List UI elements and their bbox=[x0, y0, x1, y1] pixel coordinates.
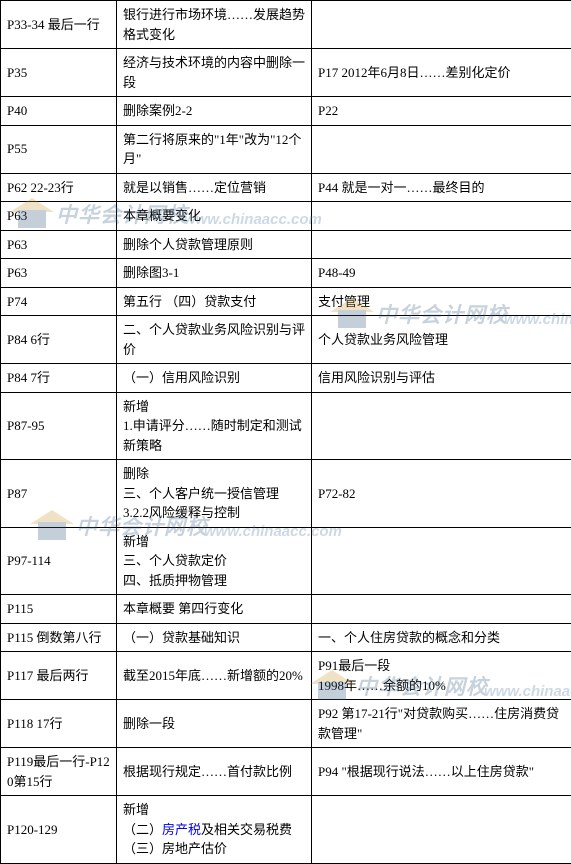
cell-change-desc: 银行进行市场环境……发展趋势 格式变化 bbox=[117, 1, 312, 49]
table-row: P119最后一行-P120第15行根据现行规定……首付款比例P94 "根据现行说… bbox=[1, 748, 571, 796]
cell-page-ref: P55 bbox=[1, 125, 117, 173]
cell-page-ref: P33-34 最后一行 bbox=[1, 1, 117, 49]
table-row: P40删除案例2-2P22 bbox=[1, 97, 571, 126]
cell-reference bbox=[312, 202, 571, 231]
table-row: P97-114新增三、个人贷款定价四、抵质押物管理 bbox=[1, 527, 571, 595]
property-tax-link[interactable]: 房产税 bbox=[162, 822, 201, 837]
table-row: P84 6行二、个人贷款业务风险识别与评价个人贷款业务风险管理 bbox=[1, 316, 571, 364]
cell-change-desc: 删除一段 bbox=[117, 700, 312, 748]
cell-reference: 支付管理 bbox=[312, 287, 571, 316]
cell-page-ref: P63 bbox=[1, 259, 117, 288]
table-row: P63删除个人贷款管理原则 bbox=[1, 230, 571, 259]
cell-reference: P44 就是一对一……最终目的 bbox=[312, 173, 571, 202]
cell-page-ref: P40 bbox=[1, 97, 117, 126]
cell-reference: P91最后一段1998年……余额的10% bbox=[312, 652, 571, 700]
content-table: P33-34 最后一行银行进行市场环境……发展趋势 格式变化P35经济与技术环境… bbox=[0, 0, 571, 864]
cell-page-ref: P119最后一行-P120第15行 bbox=[1, 748, 117, 796]
cell-change-desc: 删除三、个人客户统一授信管理3.2.2风险缓释与控制 bbox=[117, 460, 312, 528]
cell-reference: P92 第17-21行"对贷款购买……住房消费贷款管理" bbox=[312, 700, 571, 748]
cell-page-ref: P115 倒数第八行 bbox=[1, 623, 117, 652]
cell-reference: P22 bbox=[312, 97, 571, 126]
cell-reference bbox=[312, 796, 571, 864]
cell-page-ref: P87 bbox=[1, 460, 117, 528]
cell-page-ref: P84 6行 bbox=[1, 316, 117, 364]
table-row: P84 7行（一）信用风险识别信用风险识别与评估 bbox=[1, 364, 571, 393]
cell-change-desc: 新增1.申请评分……随时制定和测试新策略 bbox=[117, 392, 312, 460]
cell-reference bbox=[312, 1, 571, 49]
cell-change-desc: 新增三、个人贷款定价四、抵质押物管理 bbox=[117, 527, 312, 595]
table-row: P33-34 最后一行银行进行市场环境……发展趋势 格式变化 bbox=[1, 1, 571, 49]
table-row: P62 22-23行就是以销售……定位营销P44 就是一对一……最终目的 bbox=[1, 173, 571, 202]
cell-change-desc: 本章概要变化 bbox=[117, 202, 312, 231]
cell-page-ref: P63 bbox=[1, 202, 117, 231]
table-row: P74第五行 （四）贷款支付支付管理 bbox=[1, 287, 571, 316]
cell-page-ref: P118 17行 bbox=[1, 700, 117, 748]
cell-change-desc: 截至2015年底……新增额的20% bbox=[117, 652, 312, 700]
cell-change-desc: 就是以销售……定位营销 bbox=[117, 173, 312, 202]
cell-reference: P48-49 bbox=[312, 259, 571, 288]
cell-change-desc: 二、个人贷款业务风险识别与评价 bbox=[117, 316, 312, 364]
table-row: P63本章概要变化 bbox=[1, 202, 571, 231]
cell-page-ref: P117 最后两行 bbox=[1, 652, 117, 700]
cell-change-desc: 本章概要 第四行变化 bbox=[117, 595, 312, 624]
cell-reference: P17 2012年6月8日……差别化定价 bbox=[312, 49, 571, 97]
cell-change-desc: 删除案例2-2 bbox=[117, 97, 312, 126]
cell-reference bbox=[312, 595, 571, 624]
cell-page-ref: P120-129 bbox=[1, 796, 117, 864]
cell-change-desc: （一）信用风险识别 bbox=[117, 364, 312, 393]
cell-reference: P94 "根据现行说法……以上住房贷款" bbox=[312, 748, 571, 796]
cell-change-desc: 第二行将原来的"1年"改为"12个月" bbox=[117, 125, 312, 173]
cell-change-desc: （一）贷款基础知识 bbox=[117, 623, 312, 652]
table-row: P117 最后两行截至2015年底……新增额的20%P91最后一段1998年……… bbox=[1, 652, 571, 700]
cell-change-desc: 第五行 （四）贷款支付 bbox=[117, 287, 312, 316]
cell-change-desc: 经济与技术环境的内容中删除一段 bbox=[117, 49, 312, 97]
cell-reference bbox=[312, 392, 571, 460]
table-row: P35经济与技术环境的内容中删除一段P17 2012年6月8日……差别化定价 bbox=[1, 49, 571, 97]
cell-reference: 一、个人住房贷款的概念和分类 bbox=[312, 623, 571, 652]
table-row: P115 倒数第八行（一）贷款基础知识一、个人住房贷款的概念和分类 bbox=[1, 623, 571, 652]
cell-reference bbox=[312, 527, 571, 595]
cell-page-ref: P84 7行 bbox=[1, 364, 117, 393]
cell-page-ref: P87-95 bbox=[1, 392, 117, 460]
cell-change-desc: 根据现行规定……首付款比例 bbox=[117, 748, 312, 796]
cell-reference bbox=[312, 230, 571, 259]
cell-page-ref: P97-114 bbox=[1, 527, 117, 595]
cell-page-ref: P63 bbox=[1, 230, 117, 259]
table-row: P55第二行将原来的"1年"改为"12个月" bbox=[1, 125, 571, 173]
cell-text-pre: 新增（二） bbox=[123, 802, 162, 837]
table-row: P118 17行删除一段P92 第17-21行"对贷款购买……住房消费贷款管理" bbox=[1, 700, 571, 748]
cell-reference: P72-82 bbox=[312, 460, 571, 528]
cell-change-desc: 新增（二）房产税及相关交易税费（三）房地产估价 bbox=[117, 796, 312, 864]
cell-reference: 信用风险识别与评估 bbox=[312, 364, 571, 393]
table-row: P115本章概要 第四行变化 bbox=[1, 595, 571, 624]
table-row: P63删除图3-1P48-49 bbox=[1, 259, 571, 288]
table-row: P87删除三、个人客户统一授信管理3.2.2风险缓释与控制P72-82 bbox=[1, 460, 571, 528]
cell-page-ref: P35 bbox=[1, 49, 117, 97]
cell-page-ref: P115 bbox=[1, 595, 117, 624]
cell-change-desc: 删除图3-1 bbox=[117, 259, 312, 288]
cell-page-ref: P74 bbox=[1, 287, 117, 316]
cell-change-desc: 删除个人贷款管理原则 bbox=[117, 230, 312, 259]
cell-reference: 个人贷款业务风险管理 bbox=[312, 316, 571, 364]
table-row: P120-129新增（二）房产税及相关交易税费（三）房地产估价 bbox=[1, 796, 571, 864]
cell-page-ref: P62 22-23行 bbox=[1, 173, 117, 202]
cell-reference bbox=[312, 125, 571, 173]
table-row: P87-95新增1.申请评分……随时制定和测试新策略 bbox=[1, 392, 571, 460]
